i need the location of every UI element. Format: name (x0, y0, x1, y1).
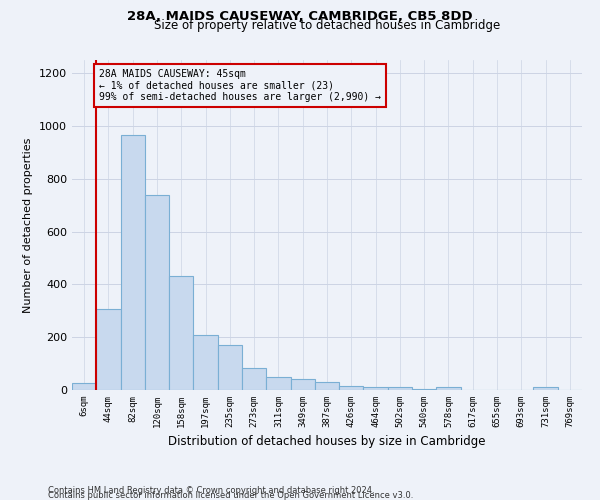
Text: Contains HM Land Registry data © Crown copyright and database right 2024.: Contains HM Land Registry data © Crown c… (48, 486, 374, 495)
Y-axis label: Number of detached properties: Number of detached properties (23, 138, 34, 312)
Text: Contains public sector information licensed under the Open Government Licence v3: Contains public sector information licen… (48, 491, 413, 500)
Bar (290, 380, 315, 390)
Bar (145, 194, 169, 390)
Bar (266, 377, 290, 390)
Bar (412, 388, 436, 390)
Bar (533, 388, 558, 390)
Bar (169, 276, 193, 390)
Title: Size of property relative to detached houses in Cambridge: Size of property relative to detached ho… (154, 20, 500, 32)
Bar (364, 388, 388, 390)
Text: 28A MAIDS CAUSEWAY: 45sqm
← 1% of detached houses are smaller (23)
99% of semi-d: 28A MAIDS CAUSEWAY: 45sqm ← 1% of detach… (99, 69, 381, 102)
Bar (72, 384, 96, 390)
Bar (96, 310, 121, 390)
Bar (121, 135, 145, 390)
Bar (436, 388, 461, 390)
Bar (218, 345, 242, 390)
X-axis label: Distribution of detached houses by size in Cambridge: Distribution of detached houses by size … (168, 436, 486, 448)
Bar (315, 382, 339, 390)
Bar (339, 386, 364, 390)
Bar (388, 388, 412, 390)
Text: 28A, MAIDS CAUSEWAY, CAMBRIDGE, CB5 8DD: 28A, MAIDS CAUSEWAY, CAMBRIDGE, CB5 8DD (127, 10, 473, 23)
Bar (242, 368, 266, 390)
Bar (193, 334, 218, 390)
